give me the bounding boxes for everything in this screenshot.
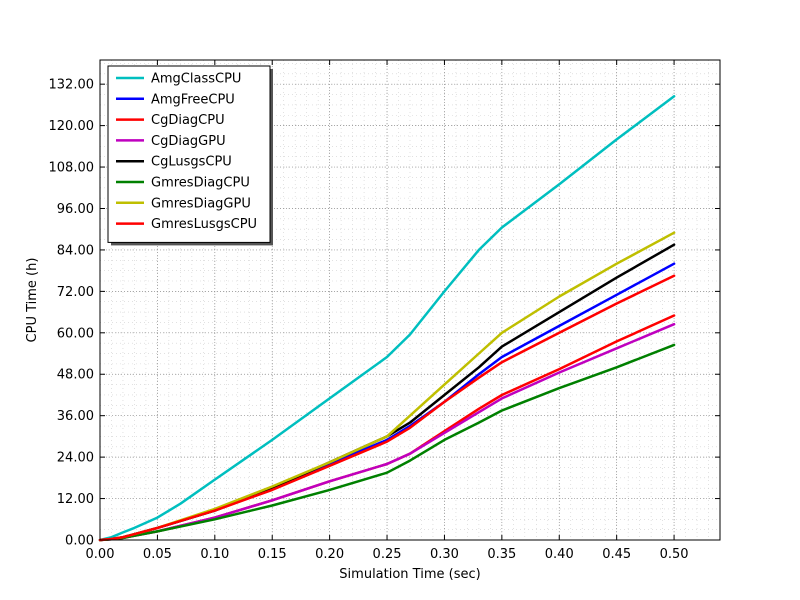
y-tick-label: 72.00 (57, 285, 94, 300)
legend-label: AmgFreeCPU (151, 92, 235, 107)
y-tick-label: 84.00 (57, 243, 94, 258)
x-tick-label: 0.25 (373, 547, 402, 562)
y-tick-label: 36.00 (57, 409, 94, 424)
y-tick-label: 108.00 (49, 161, 95, 176)
legend-label: AmgClassCPU (151, 72, 241, 87)
y-tick-label: 12.00 (57, 492, 94, 507)
series-line-amgclasscpu (98, 95, 676, 542)
legend-label: CgDiagCPU (151, 113, 225, 128)
legend-label: CgDiagGPU (151, 134, 226, 149)
legend-box (107, 65, 271, 243)
x-axis-label: Simulation Time (sec) (339, 567, 480, 582)
y-tick-label: 60.00 (57, 326, 94, 341)
y-tick-label: 120.00 (49, 119, 95, 134)
legend: AmgClassCPU AmgFreeCPU CgDiagCPU CgDiagGPU C… (107, 65, 273, 246)
legend-label: GmresLusgsCPU (151, 217, 257, 232)
y-axis-label: CPU Time (h) (25, 258, 40, 343)
x-tick-label: 0.45 (602, 547, 631, 562)
y-tick-label: 132.00 (49, 78, 95, 93)
series-line-gmreslusgscpu (98, 274, 676, 542)
x-tick-label: 0.40 (545, 547, 574, 562)
x-tick-label: 0.00 (86, 547, 115, 562)
series-line-gmresdiagcpu (98, 343, 676, 542)
ticks-layer: 0.00 0.05 0.10 0.15 0.20 0.25 0.30 0.35 0.40 0.45… (49, 60, 720, 562)
x-tick-label: 0.35 (487, 547, 516, 562)
legend-label: GmresDiagCPU (151, 176, 250, 191)
x-tick-label: 0.15 (258, 547, 287, 562)
series-layer (98, 95, 676, 542)
legend-label: GmresDiagGPU (151, 196, 251, 211)
x-tick-label: 0.50 (660, 547, 689, 562)
plot-frame (99, 59, 721, 541)
x-tick-label: 0.10 (200, 547, 229, 562)
y-tick-label: 0.00 (65, 534, 94, 549)
x-tick-label: 0.20 (315, 547, 344, 562)
legend-label: CgLusgsCPU (151, 155, 232, 170)
x-tick-label: 0.05 (143, 547, 172, 562)
y-tick-label: 24.00 (57, 451, 94, 466)
x-tick-label: 0.30 (430, 547, 459, 562)
y-tick-label: 96.00 (57, 202, 94, 217)
y-tick-label: 48.00 (57, 368, 94, 383)
